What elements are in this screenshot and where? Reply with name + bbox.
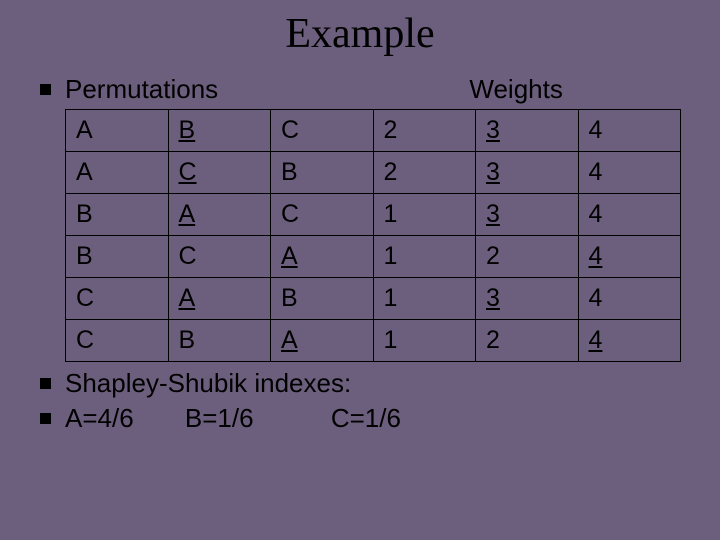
table-cell: A <box>271 320 374 362</box>
table-cell: C <box>168 236 271 278</box>
table-row: BCA124 <box>66 236 681 278</box>
table-cell: 2 <box>373 110 476 152</box>
table-cell: A <box>66 110 169 152</box>
table-cell: 3 <box>476 110 579 152</box>
table-cell: B <box>271 152 374 194</box>
table-cell: C <box>271 194 374 236</box>
table-cell: B <box>168 110 271 152</box>
table-cell: 3 <box>476 152 579 194</box>
table-cell: 3 <box>476 194 579 236</box>
table-cell: 4 <box>578 152 681 194</box>
table-cell: C <box>66 320 169 362</box>
table-row: ACB234 <box>66 152 681 194</box>
table-cell: B <box>271 278 374 320</box>
bullet-icon <box>40 378 51 389</box>
bullet-shapley: Shapley-Shubik indexes: <box>40 368 680 399</box>
table-cell: 4 <box>578 320 681 362</box>
index-a: A=4/6 <box>65 403 134 434</box>
table-cell: 2 <box>476 236 579 278</box>
table-cell: 2 <box>476 320 579 362</box>
shapley-label: Shapley-Shubik indexes: <box>65 368 680 399</box>
table-cell: 4 <box>578 236 681 278</box>
table-cell: A <box>66 152 169 194</box>
table-cell: 1 <box>373 320 476 362</box>
table-cell: B <box>66 236 169 278</box>
slide: Example Permutations Weights ABC234ACB23… <box>0 0 720 540</box>
table-cell: 1 <box>373 194 476 236</box>
table-cell: 4 <box>578 278 681 320</box>
index-b: B=1/6 <box>185 403 254 434</box>
bullet-headers: Permutations Weights <box>40 74 680 105</box>
header-permutations: Permutations <box>65 74 409 105</box>
table-cell: A <box>271 236 374 278</box>
table-cell: 2 <box>373 152 476 194</box>
bullet-icon <box>40 84 51 95</box>
table-cell: 4 <box>578 194 681 236</box>
table-cell: A <box>168 194 271 236</box>
table-row: CAB134 <box>66 278 681 320</box>
bullet-indexes: A=4/6 B=1/6 C=1/6 <box>40 403 680 434</box>
table-cell: C <box>168 152 271 194</box>
table-cell: 1 <box>373 278 476 320</box>
table-cell: 4 <box>578 110 681 152</box>
table-cell: 1 <box>373 236 476 278</box>
table-cell: B <box>168 320 271 362</box>
table-cell: 3 <box>476 278 579 320</box>
table-cell: A <box>168 278 271 320</box>
table-cell: C <box>66 278 169 320</box>
header-weights: Weights <box>409 74 680 105</box>
table-cell: B <box>66 194 169 236</box>
headers-row: Permutations Weights <box>65 74 680 105</box>
slide-title: Example <box>40 10 680 58</box>
index-values: A=4/6 B=1/6 C=1/6 <box>65 403 680 434</box>
bullet-icon <box>40 413 51 424</box>
table-cell: C <box>271 110 374 152</box>
table-row: BAC134 <box>66 194 681 236</box>
table-row: ABC234 <box>66 110 681 152</box>
index-c: C=1/6 <box>331 403 401 434</box>
permutations-table: ABC234ACB234BAC134BCA124CAB134CBA124 <box>65 109 681 362</box>
table-row: CBA124 <box>66 320 681 362</box>
